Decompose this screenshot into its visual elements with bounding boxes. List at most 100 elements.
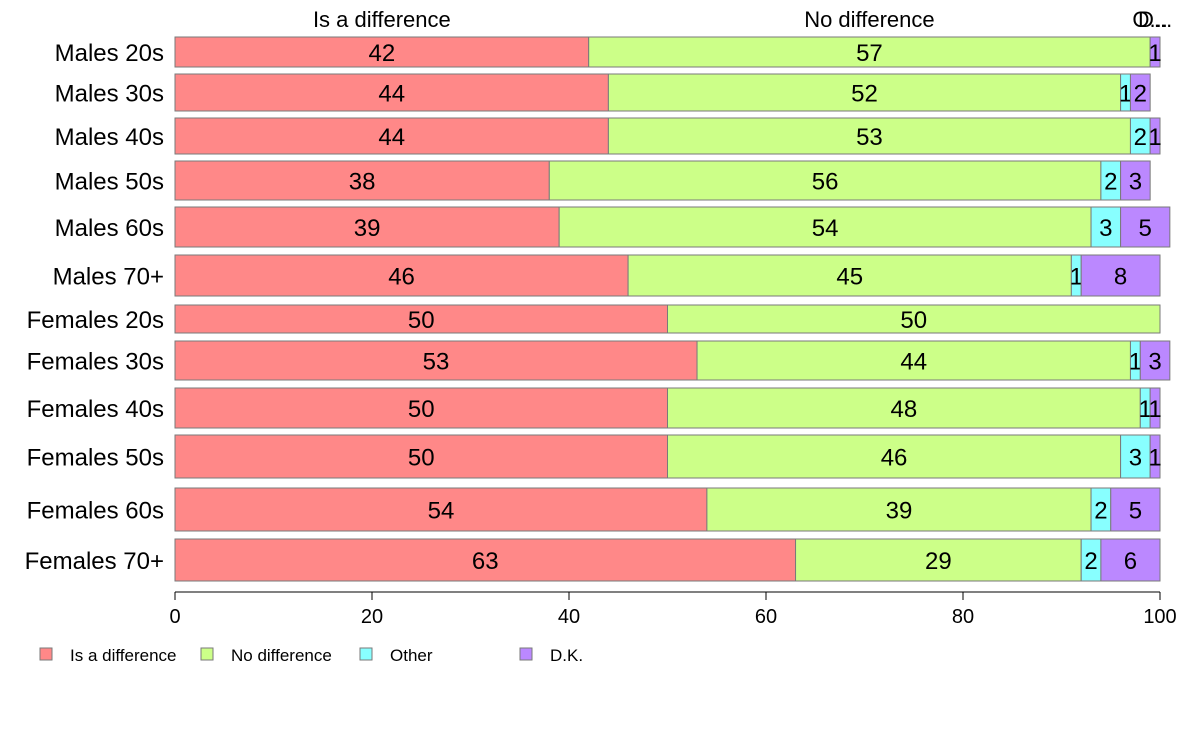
bar-segment — [1090, 206, 1122, 248]
x-tick-label: 100 — [1143, 606, 1176, 628]
data-label: 46 — [881, 445, 908, 472]
data-label: 29 — [925, 548, 952, 575]
top-label: No difference — [804, 7, 934, 32]
bar-segment — [795, 538, 1082, 582]
data-label: 50 — [900, 307, 927, 334]
bar-segment — [174, 254, 629, 297]
legend-swatch — [39, 647, 53, 661]
top-category-labels: Is a difference No difference O...D... — [313, 7, 1172, 32]
bar-segment — [667, 304, 1161, 334]
data-label: 2 — [1084, 548, 1097, 575]
data-label: 50 — [408, 445, 435, 472]
data-label: 1 — [1129, 349, 1142, 376]
bar-segment — [174, 387, 668, 429]
data-label: 6 — [1124, 548, 1137, 575]
data-label: 3 — [1099, 215, 1112, 242]
data-label: 44 — [900, 349, 927, 376]
bar-segment — [1149, 387, 1161, 429]
data-label: 2 — [1104, 169, 1117, 196]
bar-segment — [1149, 36, 1161, 68]
legend-swatch — [200, 647, 214, 661]
bar-segment — [706, 487, 1092, 532]
bar-segment — [696, 340, 1131, 381]
category-label: Males 40s — [55, 124, 164, 151]
data-label: 1 — [1070, 264, 1083, 291]
legend-label: Other — [390, 646, 433, 665]
category-label: Males 30s — [55, 81, 164, 108]
data-label: 1 — [1148, 396, 1161, 423]
x-tick-label: 80 — [952, 606, 974, 628]
data-label: 54 — [428, 498, 455, 525]
bar-segment — [1120, 160, 1151, 201]
data-label: 8 — [1114, 264, 1127, 291]
legend-label: Is a difference — [70, 646, 176, 665]
data-label: 3 — [1148, 349, 1161, 376]
bar-segment — [174, 206, 560, 248]
bar-segment — [174, 538, 797, 582]
top-label: O... — [1132, 7, 1167, 32]
x-axis: 0 20 40 60 80 100 — [169, 591, 1177, 628]
bar-segment — [1100, 538, 1161, 582]
category-label: Females 20s — [27, 307, 164, 334]
legend-label: D.K. — [550, 646, 583, 665]
data-label: 39 — [354, 215, 381, 242]
legend-swatch — [519, 647, 533, 661]
data-label: 44 — [378, 124, 405, 151]
data-label: 50 — [408, 396, 435, 423]
data-label: 3 — [1129, 169, 1142, 196]
bar-segment — [174, 340, 698, 381]
data-label: 46 — [388, 264, 415, 291]
data-label: 38 — [349, 169, 376, 196]
bar-segment — [1149, 434, 1161, 479]
bar-segment — [627, 254, 1072, 297]
data-label: 1 — [1139, 396, 1152, 423]
data-label: 1 — [1148, 124, 1161, 151]
category-labels: Males 20s Males 30s Males 40s Males 50s Male… — [25, 40, 164, 575]
data-label: 53 — [856, 124, 883, 151]
data-label: 39 — [886, 498, 913, 525]
category-label: Females 70+ — [25, 548, 164, 575]
data-label: 56 — [812, 169, 839, 196]
category-label: Females 60s — [27, 498, 164, 525]
data-label: 5 — [1139, 215, 1152, 242]
bar-segment — [1110, 487, 1161, 532]
category-label: Females 40s — [27, 396, 164, 423]
data-label: 63 — [472, 548, 499, 575]
bar-segment — [667, 387, 1141, 429]
category-label: Males 70+ — [53, 264, 164, 291]
top-label: Is a difference — [313, 7, 451, 32]
data-label: 53 — [423, 349, 450, 376]
legend-label: No difference — [231, 646, 332, 665]
data-label: 2 — [1094, 498, 1107, 525]
data-label: 50 — [408, 307, 435, 334]
bar-segment — [174, 434, 668, 479]
data-label: 42 — [368, 40, 395, 67]
bar-segment — [174, 117, 609, 155]
data-label: 1 — [1148, 40, 1161, 67]
bar-segment — [1139, 340, 1171, 381]
category-label: Females 30s — [27, 349, 164, 376]
data-label: 3 — [1129, 445, 1142, 472]
bar-segment — [607, 73, 1122, 112]
bar-segment — [1080, 254, 1161, 297]
data-label: 1 — [1119, 81, 1132, 108]
x-tick-label: 20 — [361, 606, 383, 628]
category-label: Males 50s — [55, 169, 164, 196]
category-label: Males 20s — [55, 40, 164, 67]
category-label: Males 60s — [55, 215, 164, 242]
data-label: 57 — [856, 40, 883, 67]
data-label: 1 — [1148, 445, 1161, 472]
data-label: 48 — [891, 396, 918, 423]
bar-segment — [1120, 206, 1171, 248]
bar-segment — [1149, 117, 1161, 155]
x-tick-label: 40 — [558, 606, 580, 628]
bar-segment — [558, 206, 1092, 248]
top-label: D... — [1138, 7, 1172, 32]
bar-segment — [174, 73, 609, 112]
category-label: Females 50s — [27, 445, 164, 472]
bar-segment — [174, 160, 550, 201]
data-label: 44 — [378, 81, 405, 108]
bar-segment — [588, 36, 1151, 68]
data-label: 54 — [812, 215, 839, 242]
